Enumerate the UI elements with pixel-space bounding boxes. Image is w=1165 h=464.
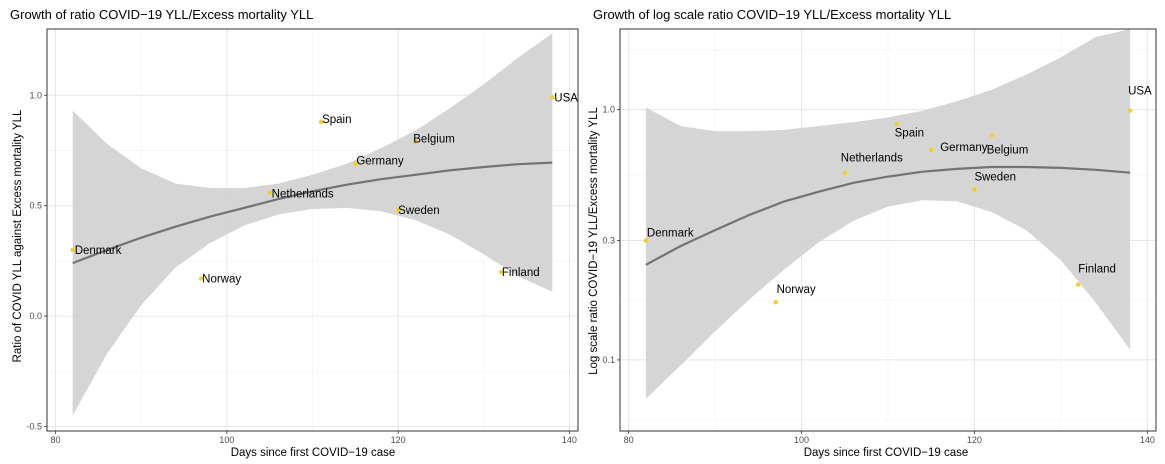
point-label-germany: Germany (940, 142, 988, 154)
x-tick-label-left: 80 (51, 435, 61, 445)
data-point-norway (773, 300, 778, 305)
x-tick-label-left: 140 (562, 435, 577, 445)
x-axis-label-right: Days since first COVID−19 case (804, 447, 969, 459)
point-label-germany: Germany (356, 156, 404, 168)
point-label-norway: Norway (202, 274, 241, 286)
point-label-usa: USA (554, 92, 578, 104)
y-tick-label-left: 0.5 (29, 201, 42, 211)
confidence-band-right (645, 29, 1131, 399)
point-label-spain: Spain (322, 114, 351, 126)
plot-area-left: 80 100 120 140 -0.5 0.0 0.5 1.0 Denmark Norway Net… (26, 28, 579, 445)
y-tick-label-right: 0.3 (602, 236, 615, 246)
y-tick-label-right: 1.0 (602, 105, 615, 115)
data-point-spain (894, 121, 899, 126)
x-tick-label-right: 100 (794, 435, 809, 445)
x-tick-label-left: 100 (219, 435, 234, 445)
fit-line-left (72, 161, 553, 265)
point-label-usa: USA (1128, 86, 1152, 98)
data-point-denmark (70, 247, 75, 253)
point-label-netherlands: Netherlands (841, 153, 903, 165)
data-point-belgium (989, 133, 994, 138)
point-label-denmark: Denmark (647, 228, 694, 240)
plot-area-right: 80 100 120 140 0.1 0.3 1.0 Denmark Norway Netherl… (602, 28, 1157, 445)
y-tick-label-left: -0.5 (26, 422, 42, 432)
panel-left: Growth of ratio COVID−19 YLL/Excess mort… (10, 7, 579, 459)
panel-border-right (619, 28, 1157, 432)
y-axis-label-left: Ratio of COVID YLL against Excess mortal… (12, 109, 24, 363)
data-point-usa (1127, 108, 1133, 113)
fit-line-right (645, 165, 1131, 266)
data-point-norway (198, 276, 204, 281)
point-label-spain: Spain (895, 128, 924, 140)
data-point-netherlands (842, 170, 847, 175)
x-tick-label-right: 140 (1140, 435, 1155, 445)
data-point-sweden (972, 187, 977, 192)
panel-border-left (46, 28, 579, 432)
data-point-usa (550, 95, 555, 100)
data-point-sweden (395, 207, 401, 213)
y-axis-label-right: Log scale ratio COVID−19 YLL/Excess mort… (588, 107, 600, 375)
point-label-denmark: Denmark (75, 245, 122, 257)
point-label-sweden: Sweden (398, 205, 440, 217)
point-label-belgium: Belgium (987, 144, 1029, 156)
data-point-netherlands (267, 190, 272, 195)
data-point-finland (498, 269, 504, 275)
y-tick-label-left: 0.0 (29, 311, 42, 321)
data-point-finland (1075, 282, 1081, 287)
y-tick-label-left: 1.0 (29, 90, 42, 100)
x-axis-label-left: Days since first COVID−19 case (231, 447, 396, 459)
data-point-germany (929, 147, 934, 153)
chart-title-right: Growth of log scale ratio COVID−19 YLL/E… (593, 7, 951, 22)
point-label-belgium: Belgium (413, 134, 455, 146)
x-tick-label-right: 120 (967, 435, 982, 445)
point-label-finland: Finland (502, 267, 540, 279)
point-label-sweden: Sweden (974, 171, 1016, 183)
point-label-netherlands: Netherlands (272, 188, 334, 200)
data-point-belgium (413, 139, 418, 144)
data-point-germany (353, 161, 358, 166)
point-label-norway: Norway (777, 284, 816, 296)
x-tick-label-right: 80 (624, 435, 634, 445)
panel-right: Growth of log scale ratio COVID−19 YLL/E… (588, 7, 1157, 459)
chart-title-left: Growth of ratio COVID−19 YLL/Excess mort… (10, 7, 313, 22)
data-point-spain (318, 119, 324, 124)
point-label-finland: Finland (1078, 264, 1116, 276)
data-point-denmark (643, 238, 649, 243)
y-tick-label-right: 0.1 (602, 355, 615, 365)
confidence-band-left (72, 33, 553, 416)
x-tick-label-left: 120 (391, 435, 406, 445)
